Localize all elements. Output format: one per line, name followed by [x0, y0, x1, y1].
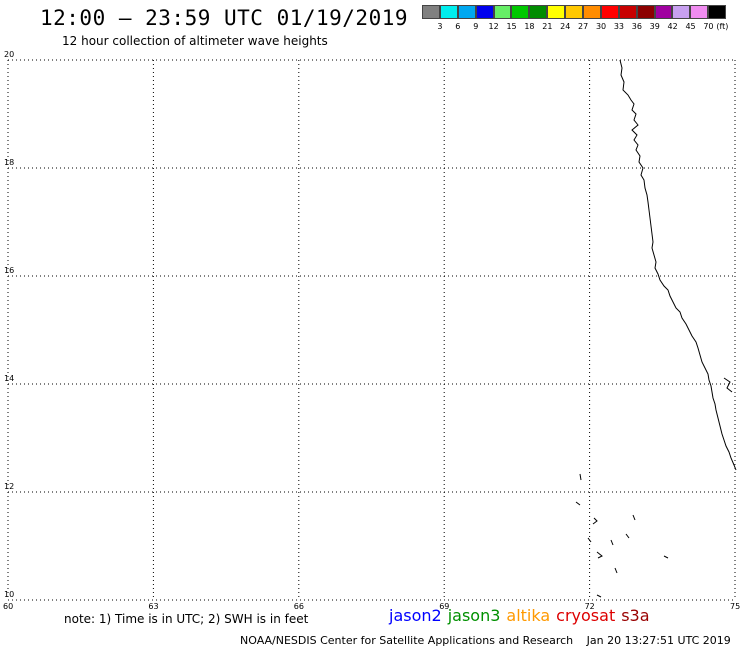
legend-swatch [672, 5, 691, 19]
x-tick-label: 63 [148, 602, 159, 611]
legend-label: 6 [455, 22, 461, 31]
color-scale-legend [422, 5, 727, 19]
x-tick-label: 66 [293, 602, 304, 611]
legend-swatch [708, 5, 727, 19]
legend-label: 39 [649, 22, 660, 31]
maldives-islands [610, 539, 614, 546]
x-tick-label: 72 [584, 602, 595, 611]
satellite-legend: jason2 jason3 altika cryosat s3a [389, 606, 656, 625]
legend-label: 18 [524, 22, 535, 31]
satellite-label: s3a [621, 606, 650, 625]
legend-label: 30 [595, 22, 607, 31]
legend-swatch [600, 5, 619, 19]
y-tick-label: 16 [4, 266, 15, 275]
legend-swatch [529, 5, 548, 19]
legend-unit: (ft) [716, 22, 729, 31]
legend-swatch [618, 5, 637, 19]
maldives-islands [596, 594, 602, 598]
footer-credit: NOAA/NESDIS Center for Satellite Applica… [240, 634, 731, 647]
coastline-india-west [619, 59, 737, 471]
coastline [575, 59, 737, 598]
y-tick-label: 12 [4, 482, 15, 491]
legend-label: 12 [488, 22, 499, 31]
legend-swatch [547, 5, 566, 19]
legend-swatch [690, 5, 709, 19]
satellite-label: altika [506, 606, 551, 625]
legend-swatch [457, 5, 476, 19]
y-tick-label: 10 [4, 590, 15, 599]
maldives-islands [596, 551, 603, 559]
legend-swatch [493, 5, 512, 19]
footer-timestamp: Jan 20 13:27:51 UTC 2019 [586, 634, 731, 647]
legend-label: 21 [542, 22, 553, 31]
maldives-islands [587, 537, 592, 543]
legend-swatch [475, 5, 494, 19]
y-tick-label: 18 [4, 158, 15, 167]
x-tick-label: 60 [3, 602, 14, 611]
satellite-label: jason2 [389, 606, 442, 625]
coastal-islet [723, 377, 733, 393]
legend-swatch [636, 5, 655, 19]
x-tick-label: 75 [730, 602, 740, 611]
page-title: 12:00 — 23:59 UTC 01/19/2019 [40, 6, 409, 30]
legend-swatch [654, 5, 673, 19]
legend-swatch [511, 5, 530, 19]
satellite-label: cryosat [556, 606, 616, 625]
satellite-label: jason3 [447, 606, 501, 625]
footer-note: note: 1) Time is in UTC; 2) SWH is in fe… [64, 612, 309, 626]
legend-label: 33 [613, 22, 625, 31]
legend-label: 36 [631, 22, 642, 31]
legend-label: 27 [578, 22, 589, 31]
maldives-islands [663, 555, 669, 559]
map-grid [7, 59, 736, 601]
maldives-islands [592, 517, 598, 525]
y-tick-label: 20 [4, 50, 15, 59]
y-tick-label: 14 [4, 374, 15, 383]
legend-label: 3 [437, 22, 443, 31]
legend-label: 9 [473, 22, 479, 31]
legend-swatch [565, 5, 584, 19]
maldives-islands [625, 533, 630, 539]
credit-text: NOAA/NESDIS Center for Satellite Applica… [240, 634, 574, 647]
legend-label: 24 [560, 22, 571, 31]
lakshadweep-islands [579, 473, 582, 481]
legend-label: 42 [667, 22, 678, 31]
legend-swatch [422, 5, 440, 19]
color-scale-labels: 3 6 9 12 15 18 21 24 27 30 33 36 39 42 45 70 (ft) [422, 22, 740, 34]
legend-swatch [583, 5, 601, 19]
legend-swatch [439, 5, 458, 19]
legend-label: 70 [703, 22, 714, 31]
maldives-islands [614, 567, 618, 574]
lakshadweep-islands [575, 501, 581, 506]
x-tick-label: 69 [439, 602, 450, 611]
legend-label: 45 [685, 22, 696, 31]
page-subtitle: 12 hour collection of altimeter wave hei… [62, 34, 328, 48]
maldives-islands [632, 514, 636, 521]
legend-label: 15 [506, 22, 517, 31]
